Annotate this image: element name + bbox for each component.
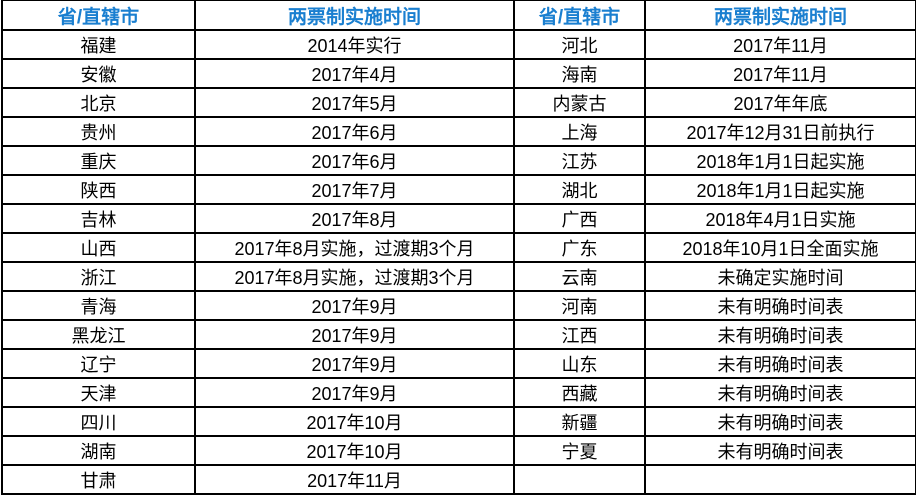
province-cell: 吉林 (1, 203, 196, 234)
time-cell: 未有明确时间表 (644, 319, 916, 350)
province-cell: 湖北 (513, 174, 646, 205)
table-row: 甘肃 2017年11月 (1, 464, 916, 495)
table-row: 黑龙江 2017年9月 江西 未有明确时间表 (1, 319, 916, 350)
province-cell: 青海 (1, 290, 196, 321)
province-cell: 山东 (513, 348, 646, 379)
time-cell: 未有明确时间表 (644, 435, 916, 466)
province-cell: 甘肃 (1, 464, 196, 495)
province-cell: 安徽 (1, 58, 196, 89)
time-cell (644, 464, 916, 495)
province-cell (513, 464, 646, 495)
province-cell: 河北 (513, 29, 646, 60)
time-cell: 2017年10月 (194, 435, 515, 466)
table-row: 北京 2017年5月 内蒙古 2017年年底 (1, 87, 916, 118)
time-cell: 未确定实施时间 (644, 261, 916, 292)
table-row: 青海 2017年9月 河南 未有明确时间表 (1, 290, 916, 321)
table-row: 湖南 2017年10月 宁夏 未有明确时间表 (1, 435, 916, 466)
province-cell: 山西 (1, 232, 196, 263)
province-cell: 四川 (1, 406, 196, 437)
table-row: 安徽 2017年4月 海南 2017年11月 (1, 58, 916, 89)
time-cell: 2017年8月 (194, 203, 515, 234)
time-cell: 2017年6月 (194, 145, 515, 176)
province-cell: 浙江 (1, 261, 196, 292)
time-cell: 2017年8月实施，过渡期3个月 (194, 261, 515, 292)
province-cell: 河南 (513, 290, 646, 321)
province-cell: 福建 (1, 29, 196, 60)
time-cell: 未有明确时间表 (644, 406, 916, 437)
province-cell: 陕西 (1, 174, 196, 205)
time-cell: 2017年11月 (194, 464, 515, 495)
time-cell: 2017年11月 (644, 58, 916, 89)
time-cell: 2017年12月31日前执行 (644, 116, 916, 147)
header-row: 省/直辖市 两票制实施时间 省/直辖市 两票制实施时间 (1, 0, 916, 31)
table-row: 福建 2014年实行 河北 2017年11月 (1, 29, 916, 60)
time-cell: 2017年9月 (194, 348, 515, 379)
header-province: 省/直辖市 (513, 0, 646, 31)
time-cell: 2018年4月1日实施 (644, 203, 916, 234)
time-cell: 未有明确时间表 (644, 290, 916, 321)
table-row: 陕西 2017年7月 湖北 2018年1月1日起实施 (1, 174, 916, 205)
province-cell: 海南 (513, 58, 646, 89)
table-row: 重庆 2017年6月 江苏 2018年1月1日起实施 (1, 145, 916, 176)
province-cell: 内蒙古 (513, 87, 646, 118)
header-province: 省/直辖市 (1, 0, 196, 31)
province-cell: 广东 (513, 232, 646, 263)
time-cell: 2018年10月1日全面实施 (644, 232, 916, 263)
province-cell: 重庆 (1, 145, 196, 176)
time-cell: 2018年1月1日起实施 (644, 174, 916, 205)
time-cell: 未有明确时间表 (644, 348, 916, 379)
table-row: 浙江 2017年8月实施，过渡期3个月 云南 未确定实施时间 (1, 261, 916, 292)
province-cell: 北京 (1, 87, 196, 118)
time-cell: 2017年4月 (194, 58, 515, 89)
province-cell: 天津 (1, 377, 196, 408)
province-cell: 西藏 (513, 377, 646, 408)
province-cell: 云南 (513, 261, 646, 292)
time-cell: 2017年9月 (194, 319, 515, 350)
time-cell: 2017年5月 (194, 87, 515, 118)
table-row: 天津 2017年9月 西藏 未有明确时间表 (1, 377, 916, 408)
province-cell: 江苏 (513, 145, 646, 176)
table-row: 贵州 2017年6月 上海 2017年12月31日前执行 (1, 116, 916, 147)
province-cell: 黑龙江 (1, 319, 196, 350)
table-row: 山西 2017年8月实施，过渡期3个月 广东 2018年10月1日全面实施 (1, 232, 916, 263)
province-cell: 辽宁 (1, 348, 196, 379)
time-cell: 2017年8月实施，过渡期3个月 (194, 232, 515, 263)
header-implementation-time: 两票制实施时间 (644, 0, 916, 31)
province-cell: 上海 (513, 116, 646, 147)
province-cell: 贵州 (1, 116, 196, 147)
time-cell: 2017年年底 (644, 87, 916, 118)
time-cell: 未有明确时间表 (644, 377, 916, 408)
time-cell: 2017年9月 (194, 377, 515, 408)
time-cell: 2017年11月 (644, 29, 916, 60)
province-cell: 宁夏 (513, 435, 646, 466)
header-implementation-time: 两票制实施时间 (194, 0, 515, 31)
time-cell: 2017年9月 (194, 290, 515, 321)
time-cell: 2017年10月 (194, 406, 515, 437)
province-cell: 新疆 (513, 406, 646, 437)
province-cell: 湖南 (1, 435, 196, 466)
table-row: 四川 2017年10月 新疆 未有明确时间表 (1, 406, 916, 437)
table-row: 吉林 2017年8月 广西 2018年4月1日实施 (1, 203, 916, 234)
time-cell: 2018年1月1日起实施 (644, 145, 916, 176)
province-cell: 江西 (513, 319, 646, 350)
time-cell: 2017年7月 (194, 174, 515, 205)
time-cell: 2017年6月 (194, 116, 515, 147)
time-cell: 2014年实行 (194, 29, 515, 60)
province-cell: 广西 (513, 203, 646, 234)
table-row: 辽宁 2017年9月 山东 未有明确时间表 (1, 348, 916, 379)
